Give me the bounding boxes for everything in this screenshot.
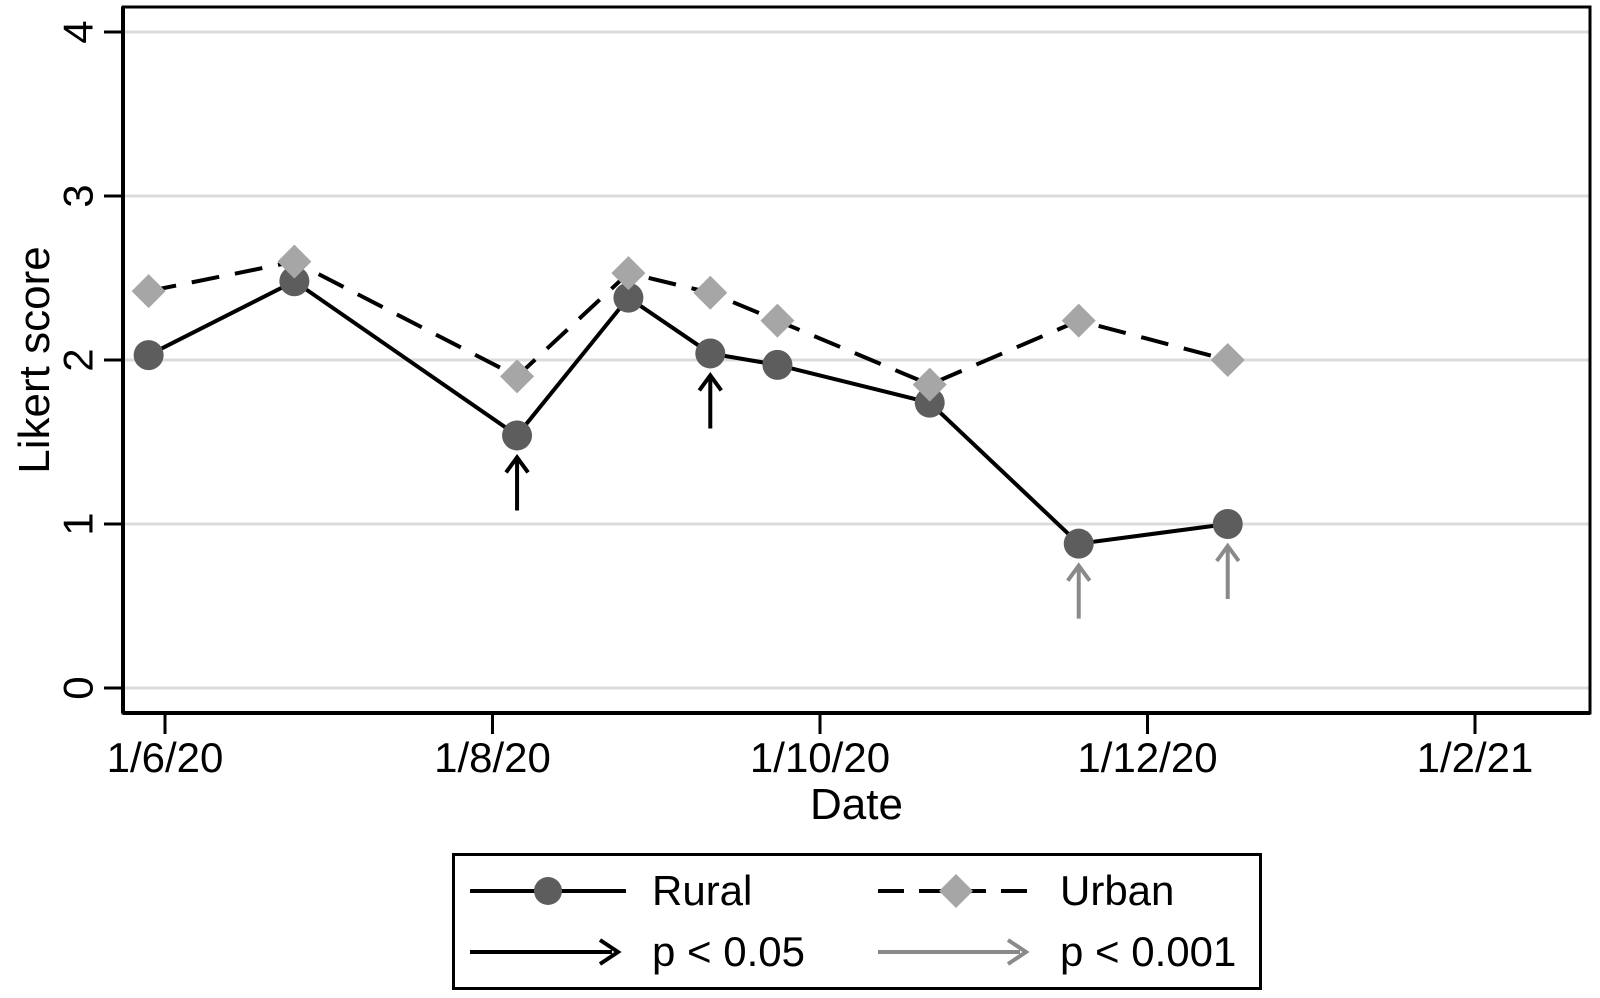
significance-arrow-head — [1066, 562, 1092, 582]
urban-data-point — [277, 244, 312, 279]
p05-arrow-icon — [470, 938, 622, 966]
rural-data-point — [695, 338, 726, 369]
urban-data-point — [760, 303, 795, 338]
x-tick-label: 1/10/20 — [750, 734, 890, 781]
urban-data-point — [693, 275, 728, 310]
legend-entry-rural: Rural — [468, 866, 876, 914]
legend-entry-urban: Urban — [876, 866, 1259, 914]
y-tick-label: 1 — [55, 512, 102, 535]
significance-arrow-head — [697, 372, 723, 392]
urban-data-point — [131, 274, 166, 309]
p001-arrow-head — [1006, 938, 1030, 966]
p001-arrow-icon — [878, 938, 1030, 966]
urban-diamond-marker-icon — [939, 873, 973, 908]
rural-circle-marker-icon — [534, 876, 562, 905]
x-axis-title: Date — [810, 780, 903, 829]
legend-label-urban: Urban — [1060, 866, 1175, 914]
y-tick-label: 4 — [55, 20, 102, 43]
urban-data-point — [912, 367, 947, 402]
rural-data-point — [914, 387, 945, 418]
x-tick-label: 1/8/20 — [434, 734, 551, 781]
significance-arrow-head — [1215, 542, 1241, 563]
x-tick-label: 1/6/20 — [107, 734, 224, 781]
legend-entry-p05: p < 0.05 — [468, 931, 876, 973]
legend-label-rural: Rural — [652, 866, 753, 914]
rural-data-point — [133, 340, 164, 371]
legend: Rural Urban p < 0.05 p < 0.001 — [452, 853, 1262, 990]
y-tick-label: 3 — [55, 184, 102, 207]
x-tick-label: 1/12/20 — [1077, 734, 1217, 781]
rural-data-point — [1063, 528, 1094, 559]
legend-entry-p001: p < 0.001 — [876, 931, 1259, 973]
y-tick-label: 0 — [55, 676, 102, 699]
rural-data-point — [613, 282, 644, 313]
rural-data-point — [279, 266, 310, 297]
urban-data-point — [1061, 303, 1096, 338]
urban-data-point — [1210, 343, 1245, 377]
urban-line-symbol — [878, 873, 1034, 908]
rural-data-point — [1212, 509, 1243, 539]
p05-arrow-head — [598, 938, 622, 966]
legend-label-p05: p < 0.05 — [652, 928, 805, 976]
significance-arrow-head — [504, 454, 530, 474]
x-tick-label: 1/2/21 — [1417, 734, 1534, 781]
rural-line-symbol — [470, 876, 626, 905]
rural-data-point — [502, 420, 533, 451]
y-tick-label: 2 — [55, 348, 102, 371]
legend-label-p001: p < 0.001 — [1060, 928, 1237, 976]
urban-data-point — [500, 359, 535, 394]
rural-data-point — [762, 349, 793, 380]
y-axis-title: Likert score — [10, 246, 59, 474]
urban-data-point — [611, 256, 646, 291]
